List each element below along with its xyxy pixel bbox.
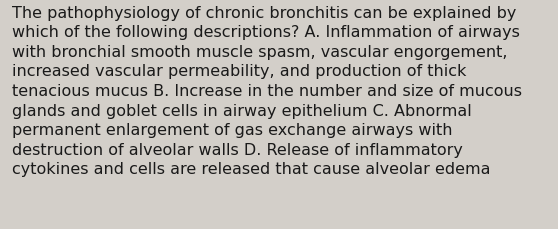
Text: The pathophysiology of chronic bronchitis can be explained by
which of the follo: The pathophysiology of chronic bronchiti… — [12, 6, 522, 177]
